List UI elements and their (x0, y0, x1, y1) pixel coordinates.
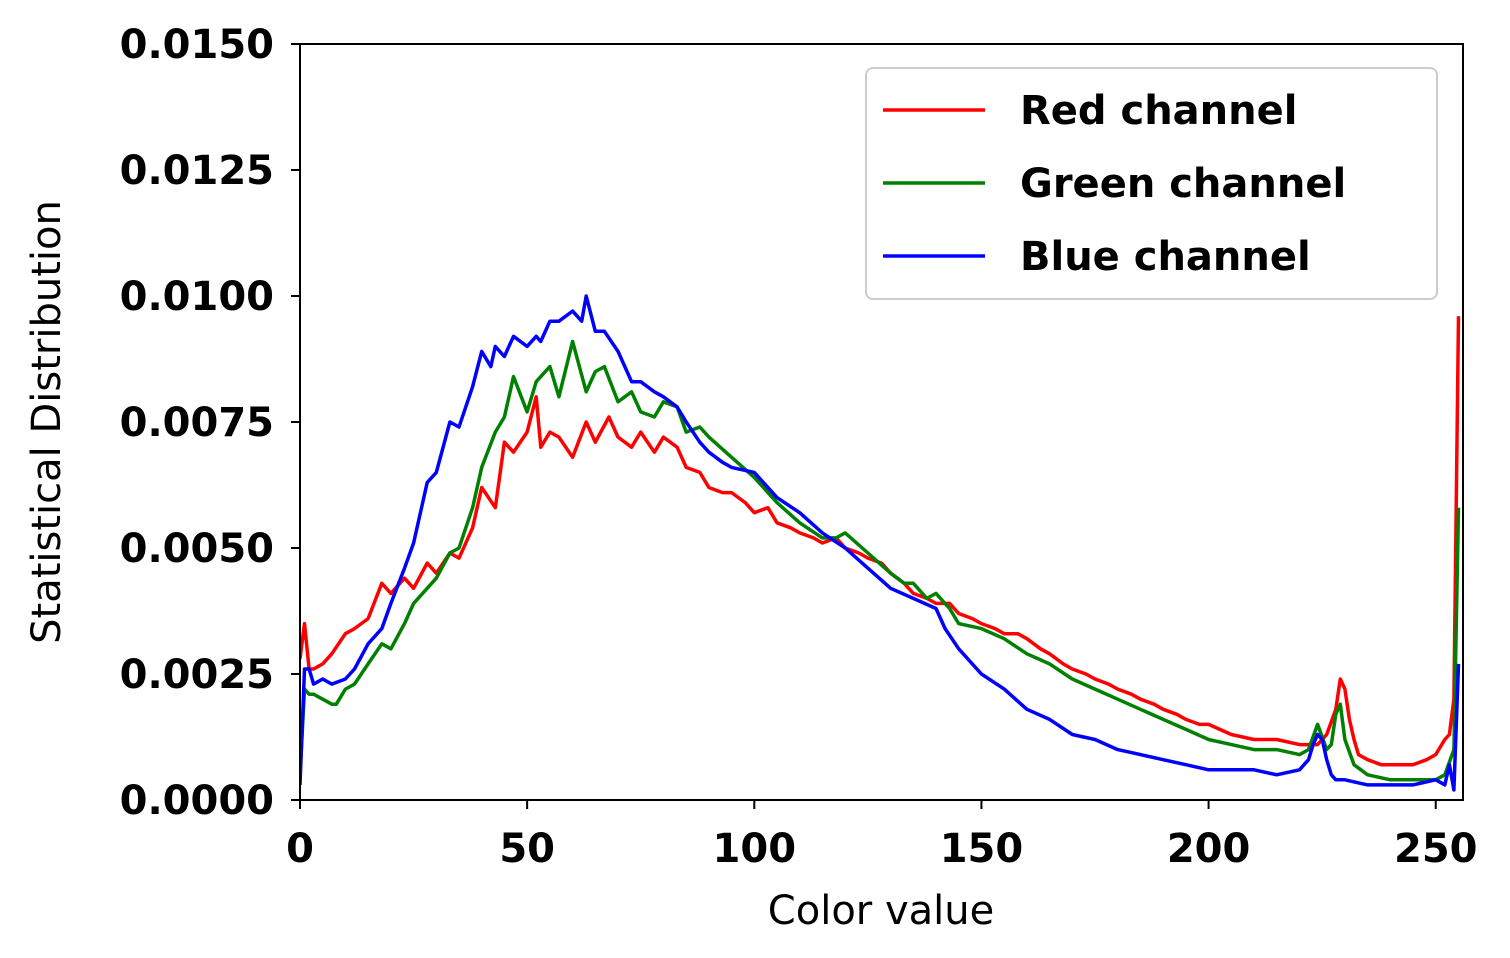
legend-label-red-channel: Red channel (1020, 88, 1297, 134)
x-tick-label: 50 (499, 826, 555, 872)
legend-label-blue-channel: Blue channel (1020, 234, 1311, 280)
y-tick-label: 0.0000 (120, 778, 274, 824)
y-tick-label: 0.0150 (120, 22, 274, 68)
x-tick-label: 150 (940, 826, 1024, 872)
y-axis-title: Statistical Distribution (24, 200, 70, 644)
y-tick-label: 0.0075 (120, 400, 274, 446)
y-tick-label: 0.0025 (120, 652, 274, 698)
series-layer (300, 294, 1461, 792)
x-tick-label: 200 (1167, 826, 1251, 872)
red-channel-line (300, 316, 1461, 767)
y-tick-label: 0.0125 (120, 148, 274, 194)
green-channel-line (300, 339, 1461, 782)
x-axis-title: Color value (768, 888, 994, 934)
legend-frame (865, 67, 1438, 300)
x-tick-label: 100 (713, 826, 797, 872)
blue-channel-line (300, 294, 1461, 792)
y-tick-label: 0.0100 (120, 274, 274, 320)
legend-label-green-channel: Green channel (1020, 161, 1346, 207)
y-axis: 0.0000 0.0025 0.0050 0.0075 0.0100 0.0125 0.01… (120, 22, 300, 824)
x-axis: 0 50 100 150 200 250 (286, 800, 1477, 872)
legend: Red channel Green channel Blue channel (865, 67, 1438, 300)
y-tick-label: 0.0050 (120, 526, 274, 572)
x-tick-label: 0 (286, 826, 314, 872)
x-tick-label: 250 (1394, 826, 1478, 872)
